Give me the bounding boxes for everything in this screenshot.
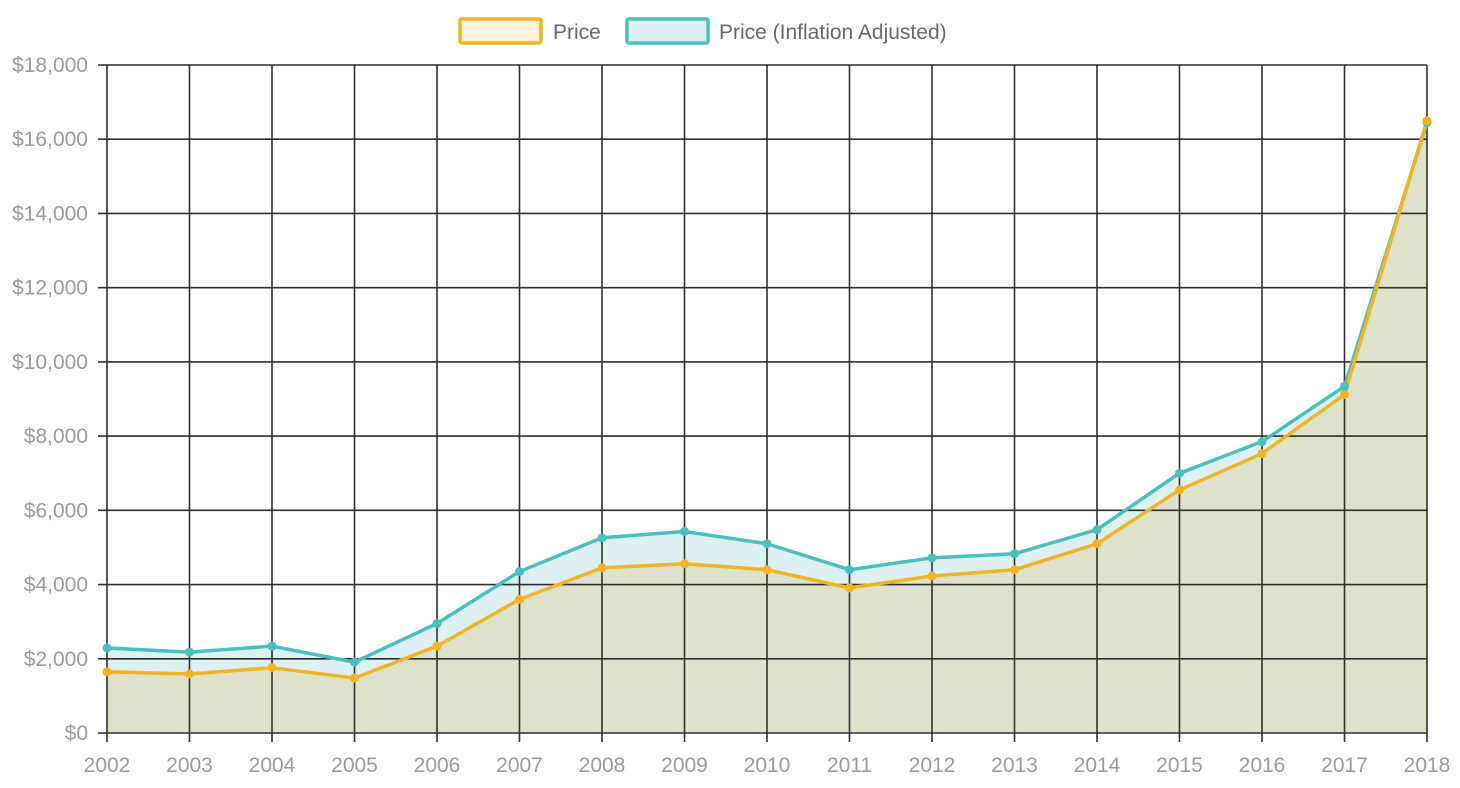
y-axis: $0 $2,000 $4,000 $6,000 $8,000 $10,000 $12,000… [12, 54, 88, 745]
point-price-2008[interactable] [597, 563, 607, 573]
point-inflation-adjusted-2016[interactable] [1257, 437, 1267, 447]
legend-label-inflation-adjusted: Price (Inflation Adjusted) [719, 21, 947, 44]
x-tick-label-2009: 2009 [661, 754, 708, 777]
point-inflation-adjusted-2005[interactable] [350, 657, 359, 667]
point-inflation-adjusted-2006[interactable] [432, 619, 442, 629]
x-tick-label-2005: 2005 [331, 754, 378, 777]
point-price-2005[interactable] [350, 673, 359, 683]
point-inflation-adjusted-2002[interactable] [102, 643, 112, 653]
point-inflation-adjusted-2012[interactable] [927, 553, 937, 563]
point-inflation-adjusted-2011[interactable] [845, 565, 854, 575]
legend-swatch-price [458, 17, 543, 45]
series-points [102, 116, 1432, 683]
point-price-2011[interactable] [845, 583, 854, 593]
point-price-2013[interactable] [1010, 565, 1019, 575]
point-price-2016[interactable] [1257, 449, 1267, 459]
x-tick-label-2010: 2010 [744, 754, 791, 777]
legend: Price Price (Inflation Adjusted) [458, 17, 947, 45]
point-inflation-adjusted-2009[interactable] [680, 526, 689, 536]
point-inflation-adjusted-2013[interactable] [1010, 549, 1019, 559]
point-price-2010[interactable] [762, 565, 772, 575]
point-price-2004[interactable] [267, 663, 277, 673]
x-tick-label-2017: 2017 [1321, 754, 1368, 777]
legend-item-inflation-adjusted[interactable]: Price (Inflation Adjusted) [625, 17, 947, 45]
point-price-2006[interactable] [432, 641, 442, 651]
point-price-2015[interactable] [1175, 485, 1184, 495]
y-tick-label-6: $12,000 [12, 277, 88, 300]
legend-item-price[interactable]: Price [458, 17, 601, 45]
point-inflation-adjusted-2015[interactable] [1175, 468, 1184, 478]
point-inflation-adjusted-2007[interactable] [515, 567, 524, 577]
point-inflation-adjusted-2017[interactable] [1340, 381, 1349, 391]
x-tick-label-2007: 2007 [496, 754, 543, 777]
x-tick-label-2008: 2008 [579, 754, 626, 777]
point-price-2002[interactable] [102, 667, 112, 677]
y-tick-label-3: $6,000 [24, 499, 88, 522]
y-tick-label-4: $8,000 [24, 425, 88, 448]
x-tick-label-2012: 2012 [909, 754, 956, 777]
x-tick-label-2018: 2018 [1404, 754, 1451, 777]
x-tick-label-2016: 2016 [1239, 754, 1286, 777]
x-tick-label-2002: 2002 [84, 754, 131, 777]
point-price-2017[interactable] [1340, 390, 1349, 400]
x-tick-label-2006: 2006 [414, 754, 461, 777]
point-price-2003[interactable] [185, 669, 194, 679]
y-tick-label-2: $4,000 [24, 574, 88, 597]
point-price-2007[interactable] [515, 594, 524, 604]
y-tick-label-5: $10,000 [12, 351, 88, 374]
y-tick-label-1: $2,000 [24, 648, 88, 671]
point-price-2009[interactable] [680, 559, 689, 569]
x-tick-label-2011: 2011 [827, 754, 872, 777]
x-axis: 2002 2003 2004 2005 2006 2007 2008 2009 2010 2011… [84, 754, 1451, 777]
x-tick-label-2004: 2004 [249, 754, 296, 777]
point-price-2018[interactable] [1422, 116, 1432, 126]
point-price-2014[interactable] [1092, 539, 1102, 549]
point-inflation-adjusted-2004[interactable] [267, 641, 277, 651]
x-tick-label-2015: 2015 [1156, 754, 1203, 777]
x-tick-label-2014: 2014 [1074, 754, 1121, 777]
point-inflation-adjusted-2008[interactable] [597, 533, 607, 543]
point-inflation-adjusted-2010[interactable] [762, 539, 772, 549]
legend-swatch-inflation-adjusted [625, 17, 710, 45]
x-tick-label-2003: 2003 [166, 754, 213, 777]
point-price-2012[interactable] [927, 571, 937, 581]
legend-label-price: Price [553, 21, 601, 44]
point-inflation-adjusted-2014[interactable] [1092, 525, 1102, 535]
y-tick-label-7: $14,000 [12, 202, 88, 225]
point-inflation-adjusted-2003[interactable] [185, 647, 194, 657]
y-tick-label-9: $18,000 [12, 54, 88, 77]
gridlines [98, 64, 1428, 742]
y-tick-label-8: $16,000 [12, 128, 88, 151]
x-tick-label-2013: 2013 [991, 754, 1038, 777]
y-tick-label-0: $0 [65, 722, 88, 745]
